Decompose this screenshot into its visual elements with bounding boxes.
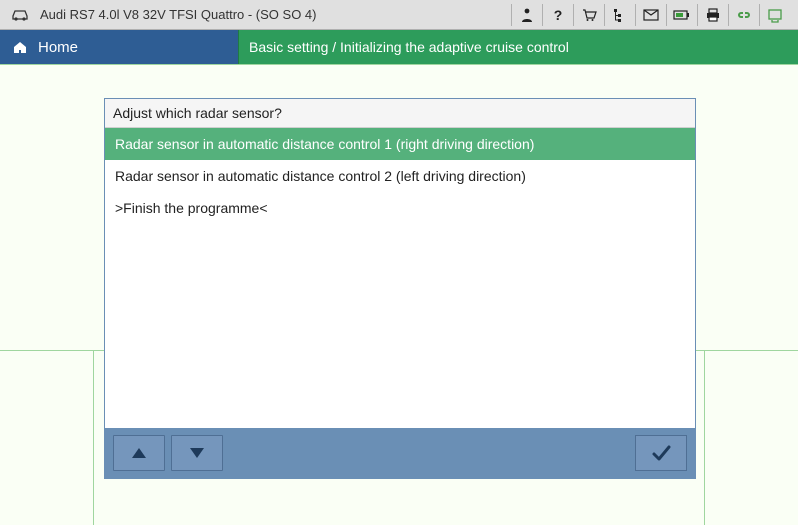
mail-icon[interactable] [638,2,664,28]
title-text: Audi RS7 4.0l V8 32V TFSI Quattro - (SO … [40,7,509,22]
toolbar: ? [509,2,788,28]
home-icon [12,39,28,55]
home-button[interactable]: Home [0,30,238,64]
home-label: Home [38,39,78,56]
navbar: Home Basic setting / Initializing the ad… [0,30,798,64]
down-button[interactable] [171,435,223,471]
option-list: Radar sensor in automatic distance contr… [105,128,695,428]
print-icon[interactable] [700,2,726,28]
screenshot-icon[interactable] [762,2,788,28]
list-item[interactable]: Radar sensor in automatic distance contr… [105,128,695,160]
car-icon [10,8,30,22]
cart-icon[interactable] [576,2,602,28]
dialog-footer [105,428,695,478]
main-area: Adjust which radar sensor? Radar sensor … [0,64,798,525]
list-item[interactable]: >Finish the programme< [105,192,695,224]
list-item[interactable]: Radar sensor in automatic distance contr… [105,160,695,192]
up-button[interactable] [113,435,165,471]
battery-icon[interactable] [669,2,695,28]
titlebar: Audi RS7 4.0l V8 32V TFSI Quattro - (SO … [0,0,798,30]
person-icon[interactable] [514,2,540,28]
dialog-panel: Adjust which radar sensor? Radar sensor … [104,98,696,479]
breadcrumb-text: Basic setting / Initializing the adaptiv… [249,39,569,55]
link-icon[interactable] [731,2,757,28]
dialog-question: Adjust which radar sensor? [105,99,695,128]
svg-text:?: ? [554,7,563,23]
tree-icon[interactable] [607,2,633,28]
confirm-button[interactable] [635,435,687,471]
breadcrumb: Basic setting / Initializing the adaptiv… [238,30,798,64]
help-icon[interactable]: ? [545,2,571,28]
